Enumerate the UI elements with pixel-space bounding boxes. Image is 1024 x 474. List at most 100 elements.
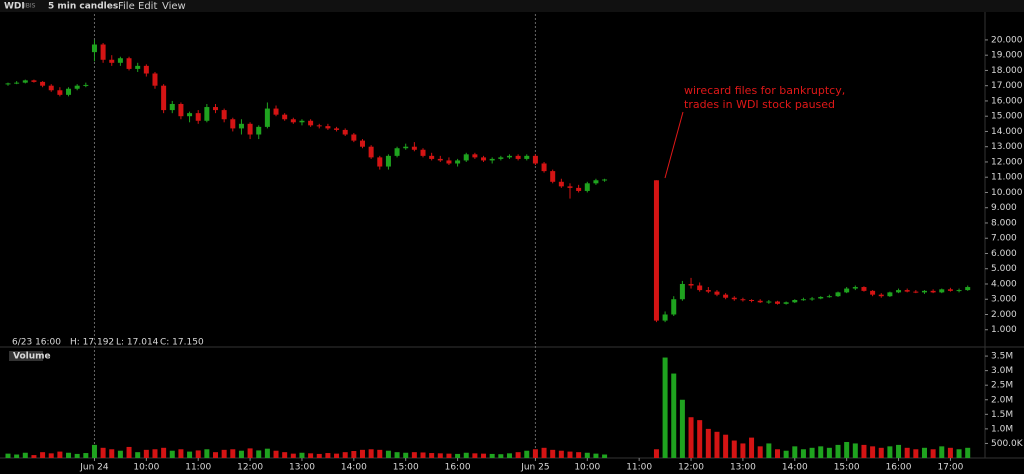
candle-body	[723, 294, 729, 298]
volume-bar	[403, 452, 409, 458]
volume-bar	[602, 454, 608, 458]
y-tick-label: 15.000	[991, 112, 1023, 122]
interval[interactable]: 5 min candles	[48, 2, 118, 12]
y-tick-label: 1.000	[991, 325, 1017, 335]
volume-bar	[766, 443, 772, 458]
candle-body	[887, 292, 893, 297]
volume-bar	[377, 449, 383, 458]
x-tick-label: 12:00	[678, 463, 704, 473]
volume-bar	[671, 373, 677, 458]
volume-bar	[714, 431, 720, 458]
volume-bar	[169, 450, 175, 458]
candle-body	[359, 140, 365, 147]
annotation: trades in WDI stock paused	[684, 98, 835, 111]
volume-bar	[74, 453, 80, 458]
volume-bar	[697, 420, 703, 458]
y-tick-label: 16.000	[991, 96, 1023, 106]
candle-body	[550, 171, 556, 182]
volume-bar	[126, 446, 132, 458]
annotation: wirecard files for bankruptcy,	[684, 84, 845, 97]
menu-item[interactable]: Edit	[138, 1, 157, 12]
candle-body	[135, 65, 141, 69]
candle-body	[66, 88, 72, 95]
volume-bar	[91, 444, 97, 458]
volume-bar	[152, 449, 158, 458]
candle-body	[524, 155, 530, 159]
candle-body	[697, 285, 703, 291]
candle-body	[385, 155, 391, 167]
candle-body	[437, 158, 443, 161]
candle-body	[679, 283, 685, 300]
x-tick-label: 15:00	[834, 463, 860, 473]
y-tick-label: 13.000	[991, 142, 1023, 152]
volume-label: Volume	[13, 352, 51, 362]
candle-body	[774, 301, 780, 304]
candle-body	[455, 160, 461, 164]
candle-body	[342, 129, 348, 135]
candle-body	[57, 90, 63, 95]
candle-body	[411, 146, 417, 150]
symbol[interactable]: WDI	[4, 2, 25, 12]
candle-body	[688, 283, 694, 286]
volume-bar	[455, 453, 461, 458]
volume-bar	[5, 453, 11, 458]
candle-body	[861, 287, 867, 291]
candle-body	[835, 292, 841, 297]
info-high: H: 17.192	[70, 338, 114, 348]
volume-bar	[731, 440, 737, 458]
y-tick-label: 19.000	[991, 51, 1023, 61]
candle-body	[247, 123, 253, 135]
candle-body	[31, 80, 37, 82]
volume-bar	[506, 453, 512, 458]
candle-body	[377, 157, 383, 167]
volume-bar	[420, 452, 426, 458]
volume-bar	[247, 448, 253, 458]
menu-item[interactable]: View	[162, 1, 186, 12]
candle-body	[126, 58, 132, 69]
candle-body	[800, 299, 806, 301]
x-tick-label: 14:00	[782, 463, 808, 473]
volume-bar	[705, 428, 711, 458]
candle-body	[593, 180, 599, 184]
volume-bar	[749, 437, 755, 458]
volume-bar	[195, 450, 201, 458]
candle-body	[896, 290, 902, 293]
volume-bar	[904, 447, 910, 458]
toolbar	[0, 0, 1024, 12]
candle-body	[757, 300, 763, 303]
x-tick-label: Jun 24	[79, 463, 109, 473]
candle-body	[662, 314, 668, 321]
candle-body	[316, 125, 322, 127]
volume-bar	[238, 450, 244, 458]
volume-bar	[956, 449, 962, 458]
candle-body	[195, 113, 201, 121]
candle-body	[117, 58, 123, 63]
candle-body	[576, 187, 582, 191]
y-tick-label: 2.0M	[991, 395, 1013, 405]
candle-body	[403, 146, 409, 149]
volume-bar	[472, 453, 478, 458]
y-tick-label: 3.0M	[991, 366, 1013, 376]
x-tick-label: 10:00	[133, 463, 159, 473]
candle-body	[844, 288, 850, 293]
candle-body	[152, 73, 158, 86]
volume-bar	[221, 449, 227, 458]
volume-bar	[100, 447, 106, 458]
volume-bar	[679, 399, 685, 458]
y-tick-label: 10.000	[991, 188, 1023, 198]
volume-bar	[913, 449, 919, 458]
candle-body	[653, 180, 659, 321]
volume-bar	[524, 450, 530, 458]
volume-bar	[359, 449, 365, 458]
menu-item[interactable]: File	[118, 1, 135, 12]
volume-bar	[325, 453, 331, 458]
candle-body	[187, 113, 193, 117]
candle-body	[48, 85, 54, 91]
candle-body	[826, 296, 832, 298]
volume-bar	[14, 454, 20, 458]
volume-bar	[429, 453, 435, 458]
candle-body	[749, 300, 755, 302]
candle-body	[904, 290, 910, 292]
candle-body	[878, 294, 884, 297]
x-tick-label: 13:00	[730, 463, 756, 473]
